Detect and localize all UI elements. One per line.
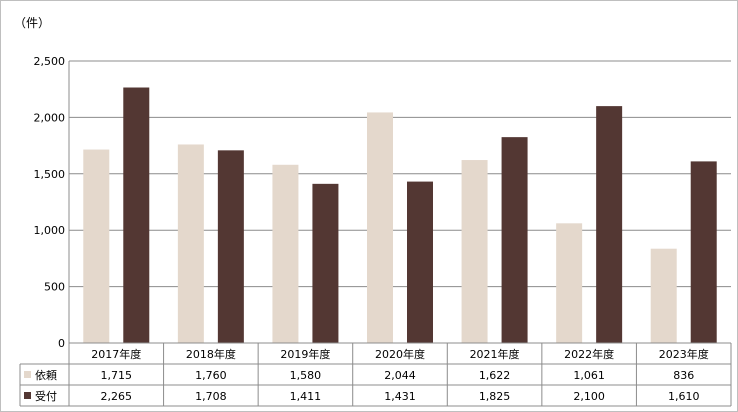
x-tick-label: 2019年度 (280, 347, 330, 361)
y-tick-label: 2,500 (34, 55, 66, 68)
y-tick-label: 500 (44, 281, 65, 294)
x-tick-label: 2017年度 (91, 347, 141, 361)
data-label: 2,044 (384, 369, 416, 382)
bar-uketsuke (501, 137, 528, 343)
data-label: 1,411 (290, 390, 322, 403)
x-tick-label: 2018年度 (186, 347, 236, 361)
bar-irai (461, 160, 488, 343)
data-label: 1,715 (101, 369, 133, 382)
bar-uketsuke (407, 181, 433, 343)
bar-irai (83, 149, 110, 343)
y-tick-label: 1,000 (34, 224, 66, 237)
data-label: 1,622 (479, 369, 511, 382)
y-tick-label: 1,500 (34, 168, 66, 181)
data-label: 1,580 (290, 369, 322, 382)
data-label: 836 (673, 369, 694, 382)
data-label: 1,610 (668, 390, 700, 403)
bar-uketsuke (596, 106, 623, 344)
x-tick-label: 2023年度 (659, 347, 709, 361)
y-unit-label: （件） (14, 16, 51, 30)
bar-uketsuke (123, 87, 150, 344)
x-tick-label: 2021年度 (470, 347, 520, 361)
legend-swatch-uketsuke (24, 392, 31, 399)
data-label: 2,265 (101, 390, 133, 403)
bar-irai (556, 223, 583, 343)
x-tick-label: 2020年度 (375, 347, 425, 361)
legend-label: 依頼 (35, 369, 57, 382)
bar-irai (177, 144, 204, 343)
bar-irai (367, 112, 393, 343)
bar-uketsuke (312, 183, 339, 343)
data-label: 1,760 (195, 369, 227, 382)
bar-irai (650, 248, 677, 343)
bar-uketsuke (690, 161, 717, 343)
data-label: 1,061 (573, 369, 605, 382)
data-label: 1,431 (384, 390, 416, 403)
data-label: 1,708 (195, 390, 227, 403)
legend-swatch-irai (24, 371, 31, 378)
bar-uketsuke (217, 150, 244, 343)
legend-label: 受付 (35, 390, 57, 403)
x-tick-label: 2022年度 (564, 347, 614, 361)
y-tick-label: 0 (58, 337, 65, 350)
bar-irai (272, 164, 299, 343)
data-label: 1,825 (479, 390, 511, 403)
data-label: 2,100 (573, 390, 605, 403)
y-tick-label: 2,000 (34, 111, 66, 124)
